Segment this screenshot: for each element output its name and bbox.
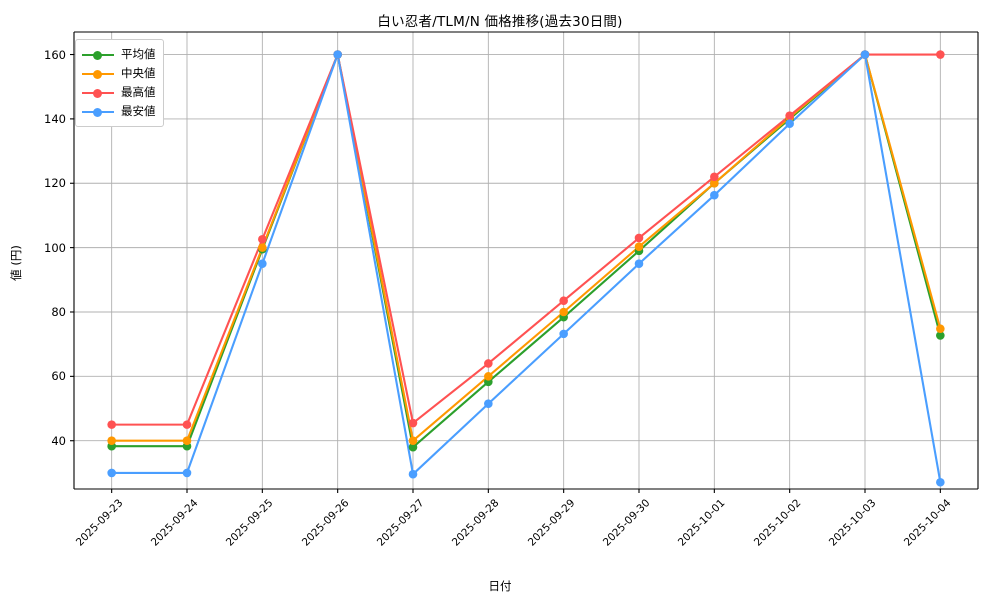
y-tick-label: 140	[44, 111, 66, 126]
data-point-marker	[936, 477, 945, 487]
legend-item-1: 中央値	[82, 64, 156, 83]
data-point-marker	[634, 259, 644, 269]
data-point-marker	[785, 119, 794, 129]
data-point-marker	[258, 243, 267, 252]
y-tick-label: 160	[44, 47, 66, 62]
data-point-marker	[258, 234, 267, 244]
data-point-marker	[182, 468, 192, 478]
data-point-marker	[107, 436, 116, 446]
data-point-marker	[634, 233, 644, 243]
legend-item-0: 平均値	[82, 45, 156, 64]
data-point-marker	[936, 331, 945, 340]
data-point-marker	[710, 190, 719, 200]
x-axis-label: 日付	[488, 579, 512, 593]
data-point-marker	[559, 296, 568, 306]
chart-legend: 平均値中央値最高値最安値	[75, 39, 164, 127]
data-point-marker	[333, 50, 342, 59]
data-point-marker	[408, 436, 418, 446]
data-point-marker	[710, 172, 719, 182]
y-tick-label: 80	[51, 304, 66, 319]
data-point-marker	[936, 324, 945, 334]
legend-item-2: 最高値	[82, 83, 156, 102]
data-point-marker	[559, 307, 568, 317]
legend-item-3: 最安値	[82, 102, 156, 121]
series-line-0	[110, 53, 942, 449]
data-point-marker	[936, 50, 945, 59]
data-point-marker	[860, 50, 870, 59]
legend-label: 中央値	[121, 65, 156, 80]
series-line-2	[110, 53, 942, 426]
data-point-marker	[107, 468, 116, 478]
data-point-marker	[634, 242, 644, 251]
legend-swatch-icon	[82, 106, 114, 118]
legend-label: 最安値	[121, 103, 156, 118]
legend-swatch-icon	[82, 49, 114, 61]
y-tick-label: 100	[44, 240, 66, 255]
legend-label: 平均値	[121, 46, 156, 61]
legend-label: 最高値	[121, 84, 156, 99]
data-point-marker	[258, 259, 267, 269]
data-point-marker	[107, 420, 116, 429]
data-point-marker	[484, 372, 493, 381]
data-point-marker	[710, 178, 719, 188]
y-tick-label: 120	[44, 176, 66, 191]
data-point-marker	[182, 420, 192, 429]
data-point-marker	[408, 469, 418, 479]
series-line-3	[110, 53, 942, 484]
data-point-marker	[408, 442, 418, 452]
data-point-marker	[484, 399, 493, 409]
legend-swatch-icon	[82, 87, 114, 99]
legend-swatch-icon	[82, 68, 114, 80]
y-tick-label: 40	[51, 433, 66, 448]
data-point-marker	[408, 418, 418, 428]
data-point-marker	[785, 111, 794, 120]
y-axis-label: 値 (円)	[9, 245, 23, 281]
data-point-marker	[559, 329, 568, 339]
data-point-marker	[182, 436, 192, 446]
y-tick-label: 60	[51, 369, 66, 384]
chart-title: 白い忍者/TLM/N 価格推移(過去30日間)	[377, 14, 623, 30]
data-point-marker	[484, 359, 493, 368]
